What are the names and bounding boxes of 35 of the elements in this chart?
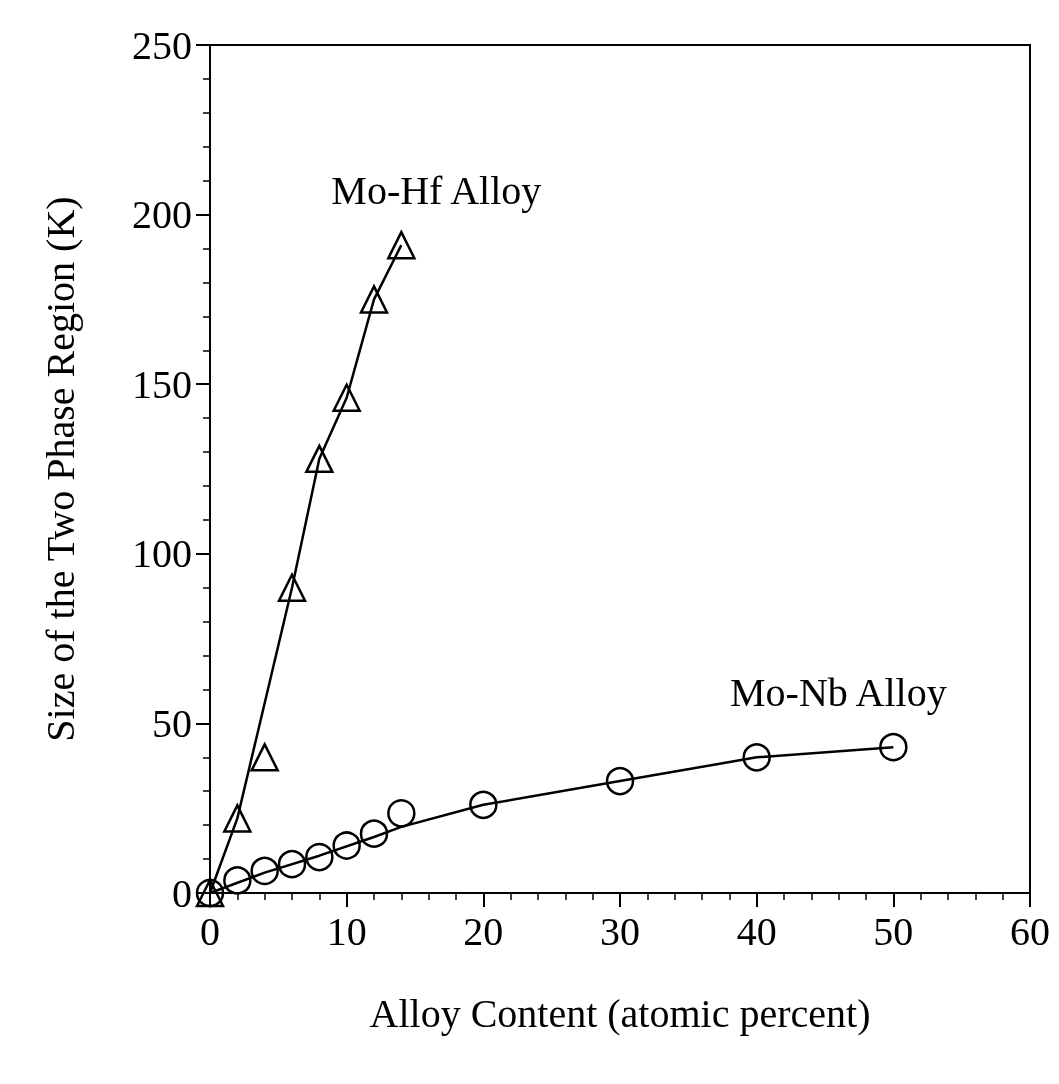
y-tick-label: 200 xyxy=(132,192,192,238)
point xyxy=(387,230,416,260)
x-tick-label: 10 xyxy=(326,908,367,954)
point xyxy=(277,573,307,602)
point xyxy=(332,831,361,860)
y-tick-label: 50 xyxy=(152,700,192,746)
series-label: Mo-Hf Alloy xyxy=(331,167,542,213)
x-axis-title: Alloy Content (atomic percent) xyxy=(369,990,871,1036)
point xyxy=(277,849,307,879)
point xyxy=(742,743,771,772)
x-tick-label: 20 xyxy=(463,908,504,954)
y-tick-label: 100 xyxy=(132,531,192,577)
point xyxy=(305,842,334,872)
point xyxy=(879,732,908,762)
point xyxy=(332,383,361,413)
y-axis-title: Size of the Two Phase Region (K) xyxy=(37,196,83,742)
point xyxy=(250,856,279,886)
point xyxy=(605,766,635,796)
point xyxy=(359,285,389,314)
x-tick-label: 40 xyxy=(736,908,777,954)
series-label: Mo-Nb Alloy xyxy=(729,669,947,715)
point xyxy=(223,866,252,895)
point xyxy=(387,799,416,828)
point xyxy=(223,804,252,833)
point xyxy=(469,790,498,820)
x-tick-label: 30 xyxy=(600,908,640,954)
point xyxy=(359,819,389,848)
y-tick-label: 0 xyxy=(172,870,192,916)
y-tick-label: 150 xyxy=(132,361,192,407)
point xyxy=(250,743,279,772)
point xyxy=(305,444,334,474)
y-tick-label: 250 xyxy=(132,22,192,68)
x-tick-label: 60 xyxy=(1010,908,1050,954)
x-tick-label: 0 xyxy=(200,908,220,954)
x-tick-label: 50 xyxy=(873,908,914,954)
